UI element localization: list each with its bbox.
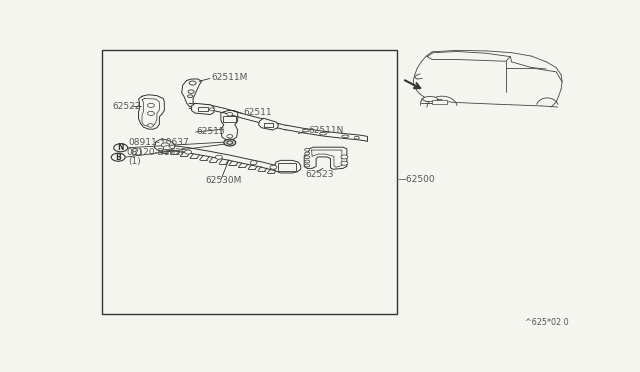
Circle shape (227, 141, 232, 144)
Text: 62515: 62515 (196, 127, 225, 136)
Circle shape (147, 124, 154, 127)
Circle shape (250, 161, 257, 165)
Bar (432, 100, 447, 104)
Circle shape (305, 156, 310, 158)
Text: 08911-10637: 08911-10637 (129, 138, 189, 147)
Circle shape (188, 95, 193, 97)
Polygon shape (259, 118, 278, 130)
Polygon shape (312, 150, 342, 167)
Text: 62530M: 62530M (205, 176, 241, 185)
Circle shape (188, 90, 194, 93)
Circle shape (147, 111, 154, 115)
Polygon shape (221, 110, 237, 140)
Text: 62523: 62523 (306, 170, 334, 179)
Circle shape (305, 160, 310, 163)
Polygon shape (191, 103, 214, 115)
Ellipse shape (319, 132, 326, 135)
Text: 62522: 62522 (112, 102, 141, 111)
Bar (278, 163, 296, 171)
Circle shape (147, 103, 154, 108)
Ellipse shape (342, 135, 349, 138)
Circle shape (341, 161, 348, 165)
Circle shape (227, 141, 233, 144)
Text: 62511: 62511 (244, 108, 272, 117)
Polygon shape (154, 140, 175, 151)
Circle shape (224, 139, 236, 146)
Circle shape (227, 112, 233, 116)
Ellipse shape (423, 96, 438, 102)
Circle shape (209, 108, 214, 111)
Text: N: N (117, 143, 124, 152)
Circle shape (227, 135, 233, 138)
Circle shape (161, 143, 169, 147)
Text: 62511N: 62511N (308, 126, 344, 135)
Text: (1): (1) (128, 157, 141, 166)
Ellipse shape (302, 129, 309, 132)
Polygon shape (273, 160, 301, 173)
Circle shape (114, 144, 127, 152)
Text: —62500: —62500 (397, 175, 435, 184)
Circle shape (225, 140, 235, 145)
Circle shape (305, 148, 310, 151)
Bar (223, 116, 236, 122)
Polygon shape (182, 79, 202, 107)
Circle shape (341, 155, 348, 159)
Bar (102, 50, 397, 314)
Circle shape (305, 164, 310, 167)
Polygon shape (142, 99, 159, 126)
Text: ^625*02 0: ^625*02 0 (525, 318, 568, 327)
Circle shape (216, 155, 222, 159)
Text: 62511M: 62511M (211, 73, 248, 82)
Bar (198, 106, 209, 111)
Bar (264, 122, 273, 126)
Circle shape (111, 153, 125, 161)
Circle shape (185, 150, 191, 154)
Polygon shape (138, 95, 164, 129)
Circle shape (270, 165, 277, 169)
Circle shape (189, 81, 196, 85)
Circle shape (305, 152, 310, 155)
Text: (2): (2) (131, 148, 143, 157)
Circle shape (355, 136, 359, 139)
Text: 08120-B162F: 08120-B162F (126, 148, 186, 157)
Circle shape (163, 146, 170, 150)
Polygon shape (304, 147, 347, 169)
Text: B: B (115, 153, 121, 162)
